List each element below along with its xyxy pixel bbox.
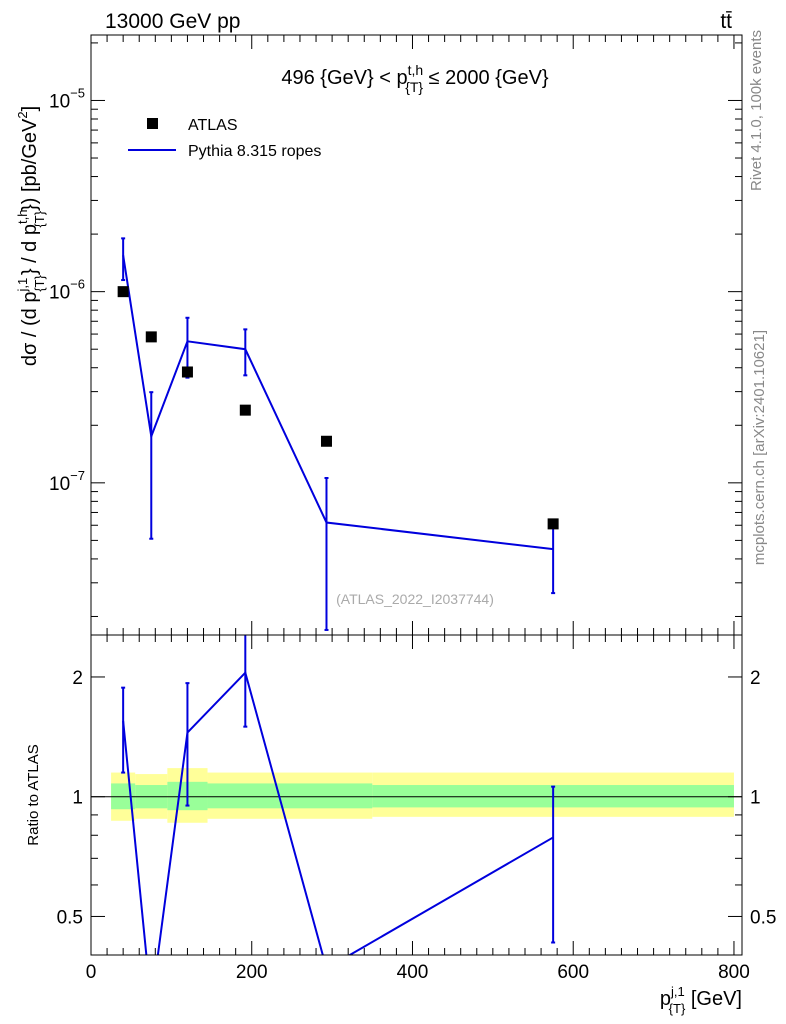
ratio-bands (111, 768, 734, 823)
mc-line (122, 255, 554, 551)
xtick-labels: 0 200 400 600 800 (86, 962, 750, 983)
rivet-label: Rivet 4.1.0, 100k events (748, 30, 765, 191)
ratio-frame (90, 634, 743, 956)
band-green (207, 783, 373, 809)
legend: ATLAS Pythia 8.315 ropes (128, 117, 321, 160)
main-title: 496 {GeV} < pt,h {T} ≤ 2000 {GeV} (281, 62, 549, 95)
xtick-label: 800 (718, 962, 750, 983)
ratio-ytick-label-left: 1 (72, 788, 83, 809)
xtick-label: 0 (86, 962, 97, 983)
mcplots-label: mcplots.cern.ch [arXiv:2401.10621] (751, 330, 768, 565)
data-series (117, 286, 559, 530)
main-ticks (90, 35, 742, 635)
data-point (547, 518, 559, 530)
ytick-label: 10−6 (49, 277, 85, 304)
legend-data-label: ATLAS (188, 117, 238, 134)
ratio-ticks (90, 635, 742, 956)
ratio-ytick-label-right: 2 (750, 668, 761, 689)
data-point (181, 366, 193, 378)
mc-series (121, 237, 556, 631)
xtick-label: 400 (397, 962, 429, 983)
main-panel: 10−7 10−6 10−5 (ATLAS_2022_I2037744) 496 {… (15, 34, 743, 636)
legend-data-marker (147, 118, 158, 129)
main-ytick-labels: 10−7 10−6 10−5 (49, 85, 85, 494)
ratio-ytick-label-left: 0.5 (57, 907, 83, 928)
xtick-label: 200 (236, 962, 268, 983)
ratio-ytick-label-left: 2 (72, 668, 83, 689)
ratio-mc-series (121, 635, 556, 955)
xtick-label: 600 (557, 962, 589, 983)
watermark: (ATLAS_2022_I2037744) (336, 591, 494, 607)
ratio-ytick-label-right: 1 (750, 788, 761, 809)
ratio-ylabel: Ratio to ATLAS (25, 744, 42, 845)
data-point (320, 435, 332, 447)
xlabel: pj,1 {T} [GeV] (660, 984, 742, 1016)
data-point (239, 404, 251, 416)
header-left: 13000 GeV pp (105, 10, 240, 33)
header-right: tt̄ (720, 10, 732, 33)
data-point (117, 286, 129, 298)
ratio-panel: 0.5 0.51 12 2 0 200 400 600 800 Ratio to ATLAS … (25, 634, 777, 1016)
ytick-label: 10−5 (49, 85, 85, 112)
legend-mc-label: Pythia 8.315 ropes (188, 143, 321, 160)
data-point (145, 331, 157, 343)
ratio-mc-line (122, 670, 554, 955)
ratio-ytick-label-right: 0.5 (750, 907, 776, 928)
ytick-label: 10−7 (49, 468, 85, 495)
ratio-ytick-labels: 0.5 0.5 1 1 2 2 (57, 668, 777, 928)
main-ylabel: dσ / (d pj,1 {T}} / d pt,h {T}}) [pb/GeV2] (15, 106, 47, 366)
